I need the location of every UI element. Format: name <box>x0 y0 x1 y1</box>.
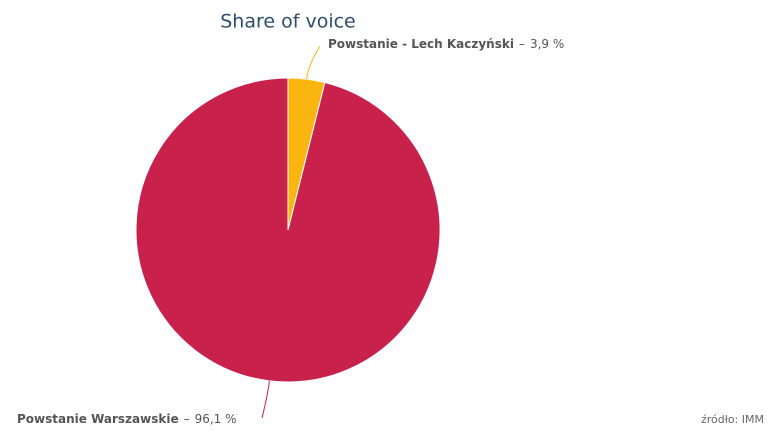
value-label: 3,9 % <box>530 37 564 51</box>
value-label: 96,1 % <box>195 412 237 426</box>
slice-name: Powstanie Warszawskie <box>17 412 179 426</box>
slice-name: Powstanie - Lech Kaczyński <box>328 37 514 51</box>
slice-label: Powstanie Warszawskie –96,1 % <box>17 412 237 426</box>
leader-line <box>261 380 270 419</box>
pie-slice <box>135 77 441 383</box>
leader-line <box>306 45 321 80</box>
separator: – <box>519 37 525 51</box>
chart-title: Share of voice <box>220 11 356 33</box>
separator: – <box>184 412 190 426</box>
source: źródło: IMM <box>701 413 764 426</box>
slice-label: Powstanie - Lech Kaczyński –3,9 % <box>328 37 564 51</box>
